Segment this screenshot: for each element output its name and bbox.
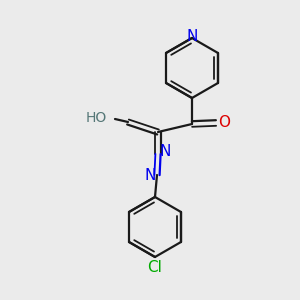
Text: O: O [218, 115, 230, 130]
Text: HO: HO [86, 111, 107, 125]
Text: Cl: Cl [148, 260, 162, 275]
Text: N: N [144, 169, 156, 184]
Text: N: N [186, 29, 198, 44]
Text: N: N [159, 145, 171, 160]
